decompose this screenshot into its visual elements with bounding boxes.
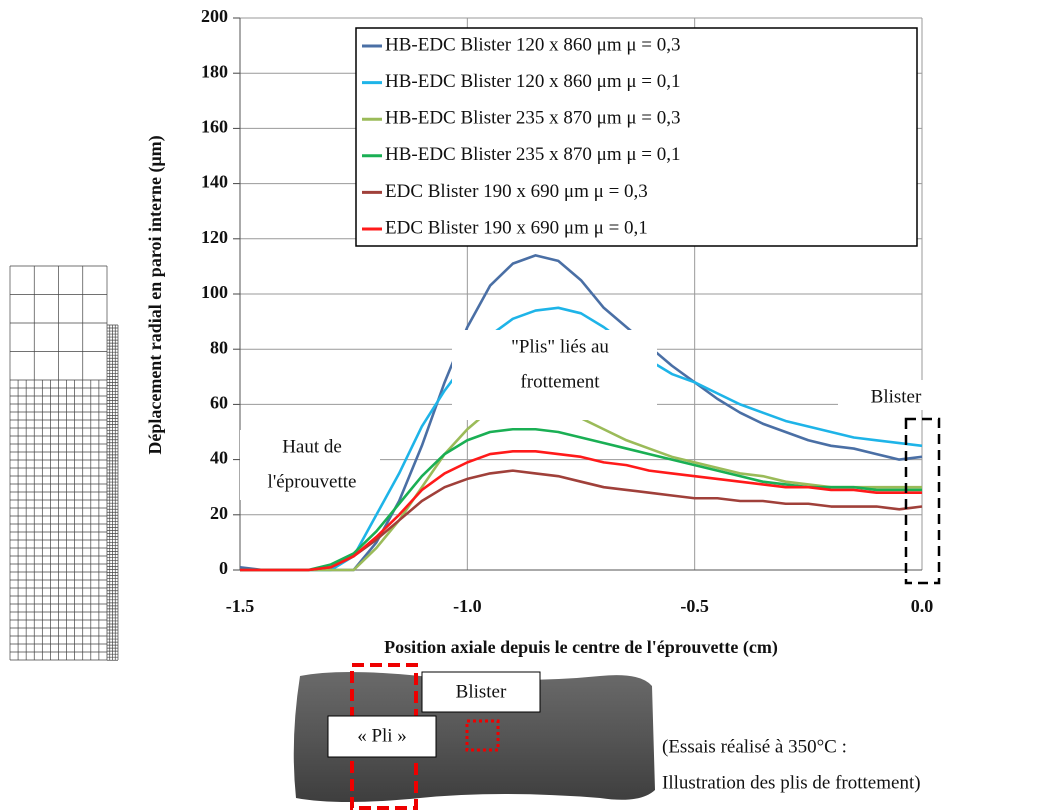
y-tick-label: 60 <box>210 393 228 413</box>
legend-label: HB-EDC Blister 235 x 870 μm μ = 0,1 <box>385 144 681 165</box>
legend-label: HB-EDC Blister 235 x 870 μm μ = 0,3 <box>385 108 681 129</box>
label-box <box>421 671 541 713</box>
annotation: Haut de <box>282 436 342 457</box>
y-tick-label: 0 <box>219 558 228 578</box>
y-tick-label: 160 <box>201 117 228 137</box>
caption: Illustration des plis de frottement) <box>662 772 921 793</box>
x-tick-label: 0.0 <box>911 596 934 616</box>
annotation-bg <box>452 330 657 420</box>
photo: Blister « Pli » <box>293 663 655 810</box>
annotation-bg <box>838 380 928 410</box>
blister-zone <box>904 417 941 585</box>
legend-box <box>355 27 918 247</box>
annotation: Blister <box>871 386 922 407</box>
annotation: l'éprouvette <box>268 471 357 492</box>
x-tick-label: -1.0 <box>453 596 482 616</box>
label-box <box>327 715 437 758</box>
x-axis-label: Position axiale depuis le centre de l'ép… <box>384 637 778 658</box>
legend-label: EDC Blister 190 x 690 μm μ = 0,3 <box>385 181 648 202</box>
y-tick-label: 100 <box>201 282 228 302</box>
x-tick-label: -1.5 <box>226 596 255 616</box>
photo-label: « Pli » <box>357 725 407 746</box>
mesh-illustration <box>9 265 119 661</box>
y-axis-label: Déplacement radial en paroi interne (μm) <box>145 135 166 454</box>
annotation-bg <box>240 430 380 500</box>
annotation: frottement <box>520 371 600 392</box>
y-tick-label: 200 <box>201 6 228 26</box>
y-tick-label: 20 <box>210 503 228 523</box>
specimen-photo <box>293 672 655 802</box>
plot: 0 20 40 60 80 100 120 140 160 180 200 -1.5 -1.0 -0.5 0… <box>201 6 941 616</box>
legend-label: EDC Blister 190 x 690 μm μ = 0,1 <box>385 217 648 238</box>
mesh-grid <box>9 265 119 661</box>
legend-label: HB-EDC Blister 120 x 860 μm μ = 0,3 <box>385 34 681 55</box>
y-tick-label: 80 <box>210 337 228 357</box>
y-tick-label: 180 <box>201 61 228 81</box>
caption: (Essais réalisé à 350°C : <box>662 736 847 757</box>
y-tick-label: 140 <box>201 172 228 192</box>
photo-label: Blister <box>456 681 507 702</box>
y-tick-label: 40 <box>210 448 228 468</box>
legend-label: HB-EDC Blister 120 x 860 μm μ = 0,1 <box>385 71 681 92</box>
series-line <box>240 450 922 572</box>
y-tick-label: 120 <box>201 227 228 247</box>
x-tick-label: -0.5 <box>680 596 709 616</box>
annotation: "Plis" liés au <box>511 336 609 357</box>
